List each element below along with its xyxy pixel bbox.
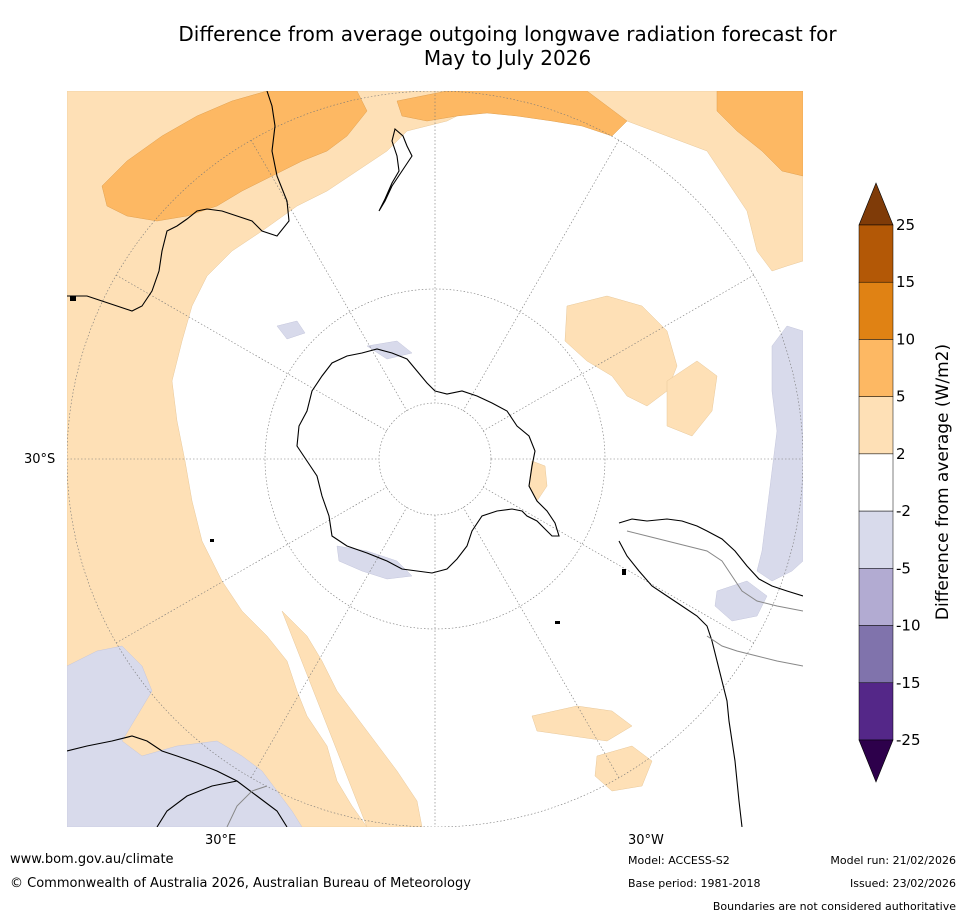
anomaly-region-orange-central bbox=[396, 91, 628, 137]
anomaly-region-light-orange-atlantic-2 bbox=[594, 745, 653, 792]
anomaly-region-light-orange-east bbox=[281, 610, 423, 827]
anomaly-region-light-purple-indian bbox=[276, 320, 306, 340]
islands bbox=[70, 296, 626, 624]
colorbar: 25 15 10 5 2 -2 -5 -10 -15 -25 Difference from av… bbox=[858, 182, 953, 783]
colorbar-tick-label: 2 bbox=[896, 445, 906, 463]
latitude-label-30s: 30°S bbox=[24, 452, 56, 467]
graticule bbox=[67, 91, 803, 827]
africa-inner-coast bbox=[156, 780, 238, 827]
anomaly-region-light-purple-antarctic-north bbox=[366, 340, 413, 360]
title-line-1: Difference from average outgoing longwav… bbox=[178, 22, 837, 46]
colorbar-tick-label: 5 bbox=[896, 388, 906, 406]
colorbar-tick-label: 10 bbox=[896, 330, 915, 348]
map-title: Difference from average outgoing longwav… bbox=[60, 22, 955, 70]
colorbar-min-arrow bbox=[858, 739, 894, 783]
country-boundaries bbox=[226, 530, 803, 827]
colorbar-cell bbox=[858, 281, 894, 340]
coastlines bbox=[67, 91, 803, 827]
south-america-west-coast bbox=[618, 540, 743, 827]
south-america-coastline bbox=[618, 518, 803, 597]
anomaly-region-light-purple-southwest bbox=[67, 645, 303, 827]
colorbar-tick-label: -15 bbox=[896, 674, 921, 692]
anomaly-region-light-purple-east bbox=[756, 325, 803, 582]
africa-coastline bbox=[67, 735, 288, 827]
anomaly-region-light-purple-antarctic-east bbox=[336, 545, 413, 580]
colorbar-cell bbox=[858, 510, 894, 569]
colorbar-cell bbox=[858, 453, 894, 512]
model-name: Model: ACCESS-S2 bbox=[628, 854, 730, 867]
anomaly-region-light-orange-atlantic bbox=[531, 705, 633, 742]
colorbar-cell bbox=[858, 339, 894, 397]
polar-map bbox=[67, 91, 803, 827]
longitude-label-30w: 30°W bbox=[628, 833, 664, 848]
colorbar-tick-label: 25 bbox=[896, 216, 915, 234]
website-link[interactable]: www.bom.gov.au/climate bbox=[10, 852, 174, 867]
australia-coastline bbox=[67, 91, 290, 312]
colorbar-tick-label: -5 bbox=[896, 559, 911, 577]
issued-date: Issued: 23/02/2026 bbox=[849, 877, 956, 890]
colorbar-cell bbox=[858, 396, 894, 455]
colorbar-cell bbox=[858, 224, 894, 283]
anomaly-region-light-orange-pacific bbox=[564, 295, 678, 407]
anomaly-region-light-orange-pacific-2 bbox=[666, 360, 718, 437]
boundary-disclaimer: Boundaries are not considered authoritat… bbox=[712, 900, 956, 913]
colorbar-tick-label: 15 bbox=[896, 273, 915, 291]
antarctica-coastline bbox=[296, 348, 560, 574]
colorbar-tick-label: -10 bbox=[896, 617, 921, 635]
new-zealand-coastline bbox=[378, 127, 413, 212]
colorbar-cell bbox=[858, 625, 894, 684]
anomaly-region-orange-east bbox=[716, 91, 803, 177]
colorbar-max-arrow bbox=[858, 182, 894, 226]
colorbar-cell bbox=[858, 568, 894, 626]
copyright-notice: © Commonwealth of Australia 2026, Austra… bbox=[10, 876, 471, 891]
model-run-date: Model run: 21/02/2026 bbox=[830, 854, 956, 867]
colorbar-title: Difference from average (W/m2) bbox=[933, 344, 953, 620]
colorbar-tick-label: -25 bbox=[896, 731, 921, 749]
title-line-2: May to July 2026 bbox=[423, 46, 592, 70]
longitude-label-30e: 30°E bbox=[205, 833, 237, 848]
base-period: Base period: 1981-2018 bbox=[628, 877, 761, 890]
colorbar-tick-label: -2 bbox=[896, 502, 911, 520]
colorbar-cell bbox=[858, 682, 894, 741]
anomaly-region-light-purple-southeast bbox=[714, 580, 768, 622]
anomaly-region-orange-west bbox=[101, 91, 368, 222]
